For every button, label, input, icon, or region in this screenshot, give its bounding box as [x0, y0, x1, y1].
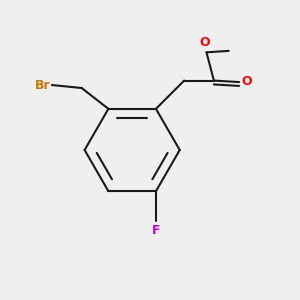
Text: O: O [200, 36, 210, 49]
Text: Br: Br [35, 79, 50, 92]
Text: O: O [242, 75, 252, 88]
Text: F: F [152, 224, 160, 238]
